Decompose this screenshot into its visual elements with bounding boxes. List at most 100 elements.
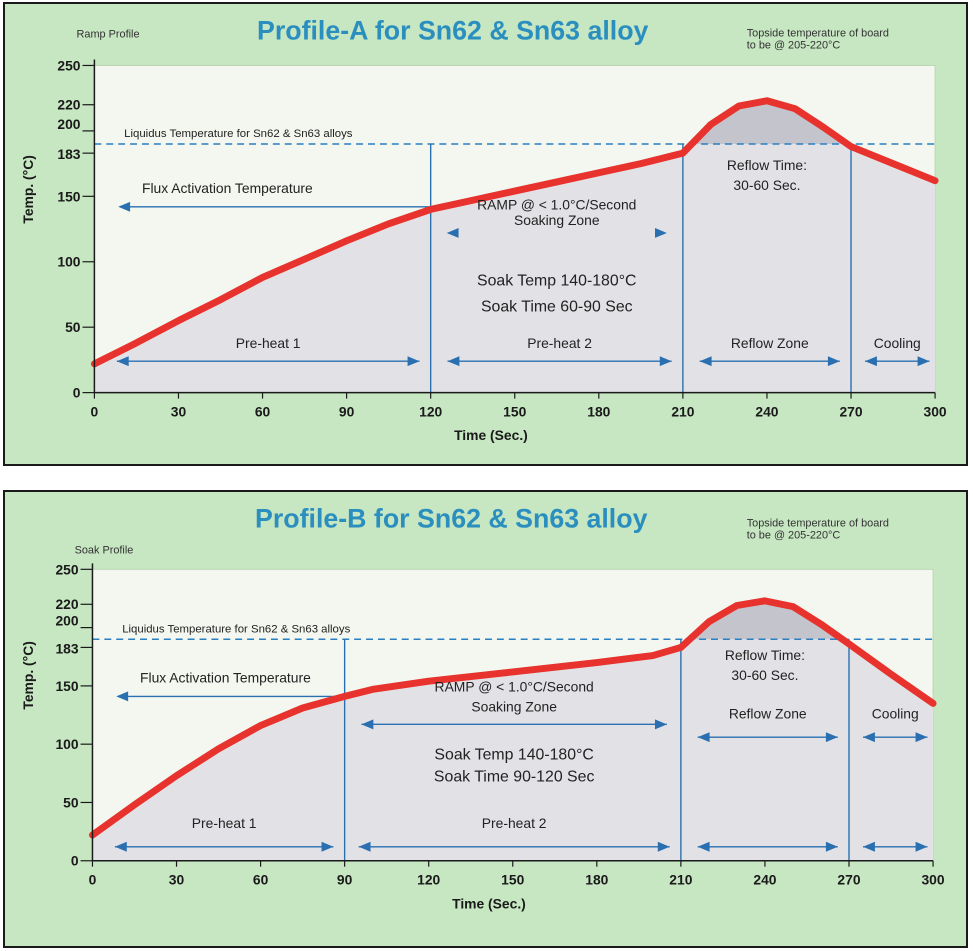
- soaking-arrow-left: [361, 719, 374, 730]
- soak-temp-label: Soak Temp 140-180°C: [434, 746, 593, 763]
- zone-arrow-left: [447, 356, 460, 367]
- zone-arrow-right: [827, 356, 840, 367]
- y-tick-label: 150: [57, 188, 80, 204]
- y-tick-label: 183: [57, 146, 80, 162]
- x-tick-label: 210: [669, 872, 692, 888]
- chart-subtitle: Ramp Profile: [77, 29, 140, 41]
- zone-label: Cooling: [874, 335, 921, 351]
- top-note-line-1: Topside temperature of board: [747, 28, 889, 40]
- x-tick-label: 60: [255, 403, 271, 419]
- flux-arrow-head: [116, 691, 129, 702]
- x-tick-label: 300: [924, 403, 947, 419]
- zone-arrow-right: [917, 356, 930, 367]
- x-axis-label: Time (Sec.): [454, 427, 528, 443]
- zone-arrow-left: [697, 841, 710, 852]
- flux-label: Flux Activation Temperature: [140, 670, 311, 686]
- x-tick-label: 270: [839, 403, 862, 419]
- zone-arrow-left: [114, 841, 127, 852]
- zone-label: Cooling: [872, 706, 919, 722]
- y-tick-label: 0: [73, 385, 81, 401]
- soaking-arrow-right: [654, 719, 667, 730]
- y-tick-label: 100: [55, 736, 78, 752]
- y-tick-label: 250: [55, 561, 78, 577]
- y-tick-label: 0: [71, 853, 79, 869]
- chart-subtitle: Soak Profile: [75, 544, 134, 556]
- temperature-curve: [90, 97, 939, 368]
- y-tick-label: 50: [63, 794, 79, 810]
- x-tick-label: 240: [755, 403, 778, 419]
- y-axis-label: Temp. (°C): [20, 155, 36, 223]
- zone-arrow-right: [659, 356, 672, 367]
- top-note-line-2: to be @ 205-220°C: [747, 40, 841, 52]
- y-tick-label: 220: [55, 596, 78, 612]
- soaking-zone-label: Soaking Zone: [471, 699, 557, 715]
- reflow-time-label-2: 30-60 Sec.: [733, 177, 800, 193]
- liquidus-label: Liquidus Temperature for Sn62 & Sn63 all…: [124, 128, 353, 140]
- zone-label: Reflow Zone: [729, 706, 807, 722]
- x-tick-label: 150: [503, 403, 526, 419]
- soak-time-label: Soak Time 90-120 Sec: [434, 768, 595, 785]
- y-tick-label: 150: [55, 678, 78, 694]
- soak-temp-label: Soak Temp 140-180°C: [477, 272, 636, 289]
- profile-b-chart: Liquidus Temperature for Sn62 & Sn63 all…: [20, 504, 945, 912]
- x-tick-label: 210: [671, 403, 694, 419]
- zone-label: Reflow Zone: [731, 335, 809, 351]
- zone-arrow-left: [699, 356, 712, 367]
- y-tick-label: 100: [57, 254, 80, 270]
- x-tick-label: 30: [171, 403, 187, 419]
- zone-arrow-left: [863, 841, 875, 852]
- y-tick-label: 200: [55, 613, 78, 629]
- profile-b-panel: Liquidus Temperature for Sn62 & Sn63 all…: [3, 490, 968, 948]
- zone-arrow-left: [358, 841, 371, 852]
- zone-arrow-right: [321, 841, 334, 852]
- zone-arrow-left: [116, 356, 129, 367]
- x-tick-label: 120: [417, 872, 440, 888]
- x-tick-label: 240: [753, 872, 776, 888]
- flux-label: Flux Activation Temperature: [142, 180, 313, 196]
- zone-arrow-right: [407, 356, 420, 367]
- y-tick-label: 220: [57, 97, 80, 113]
- zone-arrow-right: [915, 841, 928, 852]
- flux-arrow-head: [118, 201, 131, 212]
- soaking-arrow-left: [446, 228, 459, 238]
- x-tick-label: 180: [585, 872, 608, 888]
- x-tick-label: 90: [339, 403, 355, 419]
- zone-label: Pre-heat 1: [236, 335, 301, 351]
- x-tick-label: 0: [89, 872, 97, 888]
- zone-arrow-left: [865, 356, 877, 367]
- liquidus-label: Liquidus Temperature for Sn62 & Sn63 all…: [122, 623, 350, 635]
- zone-label: Pre-heat 2: [527, 335, 592, 351]
- x-tick-label: 180: [587, 403, 610, 419]
- temperature-curve: [88, 597, 937, 839]
- x-axis-label: Time (Sec.): [452, 895, 526, 911]
- soaking-arrow-right: [654, 228, 667, 238]
- peak-fill: [689, 600, 843, 640]
- reflow-time-label-2: 30-60 Sec.: [731, 667, 798, 683]
- x-tick-label: 30: [169, 872, 185, 888]
- zone-label: Pre-heat 1: [192, 815, 257, 831]
- chart-title: Profile-B for Sn62 & Sn63 alloy: [255, 504, 648, 534]
- ramp-label: RAMP @ < 1.0°C/Second: [435, 679, 594, 695]
- top-note-line-1: Topside temperature of board: [747, 518, 889, 530]
- x-tick-label: 270: [837, 872, 860, 888]
- y-tick-label: 250: [57, 57, 80, 73]
- upper-zone-arrow-left: [697, 732, 710, 743]
- zone-arrow-right: [657, 841, 670, 852]
- profile-a-chart: Liquidus Temperature for Sn62 & Sn63 all…: [20, 16, 947, 444]
- reflow-time-label-1: Reflow Time:: [727, 157, 807, 173]
- x-tick-label: 60: [253, 872, 269, 888]
- reflow-time-label-1: Reflow Time:: [725, 647, 805, 663]
- x-tick-label: 300: [921, 872, 944, 888]
- curve-fill: [94, 100, 936, 393]
- y-tick-label: 200: [57, 116, 80, 132]
- soak-time-label: Soak Time 60-90 Sec: [481, 298, 633, 315]
- zone-arrow-right: [825, 841, 838, 852]
- x-tick-label: 0: [91, 403, 99, 419]
- top-note-line-2: to be @ 205-220°C: [747, 530, 841, 542]
- soaking-zone-label: Soaking Zone: [514, 212, 600, 228]
- y-tick-label: 183: [55, 640, 78, 656]
- upper-zone-arrow-right: [825, 732, 838, 743]
- y-axis-label: Temp. (°C): [20, 641, 36, 709]
- x-tick-label: 120: [419, 403, 442, 419]
- curve-fill: [92, 600, 934, 861]
